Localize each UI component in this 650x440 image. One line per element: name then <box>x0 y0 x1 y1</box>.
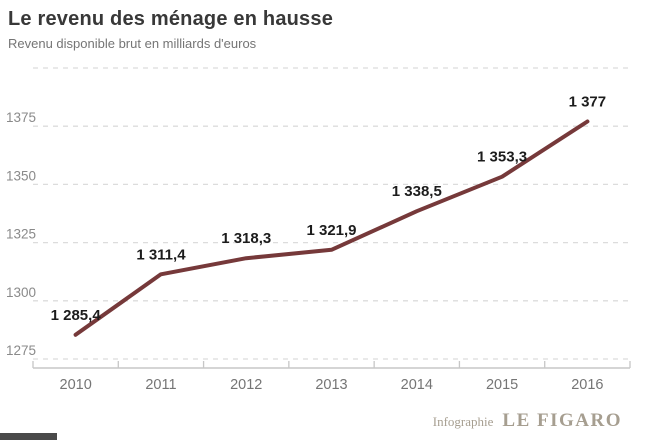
source-credit: Infographie LE FIGARO <box>433 410 622 432</box>
revenue-line-chart: 1375 1350 1325 1300 1275 2010 2011 2012 2013 2014… <box>6 67 631 393</box>
x-tick-label: 2013 <box>315 377 347 393</box>
y-tick-label: 1375 <box>6 110 36 125</box>
data-label: 1 353,3 <box>477 149 527 166</box>
y-tick-label: 1325 <box>6 227 36 242</box>
x-tick-label: 2015 <box>486 377 518 393</box>
data-label: 1 338,5 <box>392 183 442 200</box>
data-label: 1 311,4 <box>136 246 186 263</box>
x-tick-label: 2014 <box>401 377 433 393</box>
chart-header: Le revenu des ménage en hausse Revenu di… <box>8 8 333 51</box>
bottom-left-bar <box>0 433 57 440</box>
lefigaro-logo: LE FIGARO <box>502 410 622 431</box>
data-label: 1 285,4 <box>51 307 102 324</box>
data-label: 1 318,3 <box>221 230 271 247</box>
x-tick-label: 2011 <box>145 377 176 393</box>
x-tick-label: 2016 <box>571 377 603 393</box>
data-label: 1 377 <box>569 94 607 111</box>
y-tick-label: 1275 <box>6 343 36 358</box>
revenue-line <box>73 119 590 337</box>
y-tick-label: 1300 <box>6 285 36 300</box>
x-tick-label: 2012 <box>230 377 262 393</box>
infographie-label: Infographie <box>432 414 494 429</box>
chart-title: Le revenu des ménage en hausse <box>8 8 334 30</box>
chart-subtitle: Revenu disponible brut en milliards d'eu… <box>8 36 257 51</box>
y-tick-label: 1350 <box>6 168 36 183</box>
data-label: 1 321,9 <box>306 222 356 239</box>
x-tick-label: 2010 <box>60 377 92 393</box>
